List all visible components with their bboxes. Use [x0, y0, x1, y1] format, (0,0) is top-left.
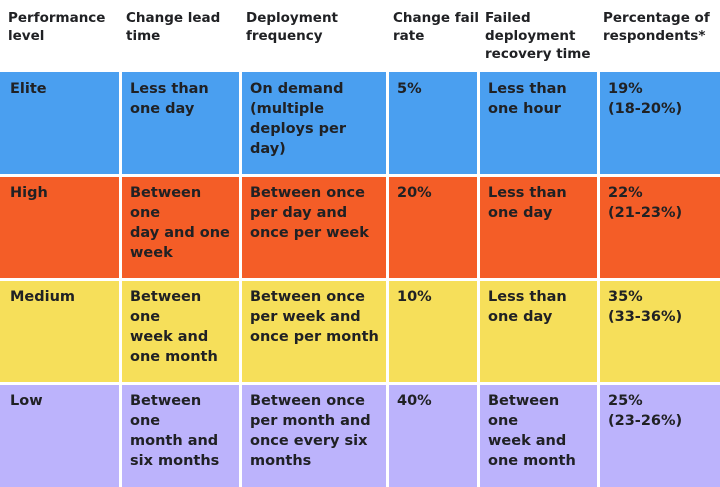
table-header-row: Performance level Change lead time Deplo…: [0, 0, 720, 72]
cell-frequency: Between once per month and once every si…: [250, 393, 371, 469]
cell-fail-rate: 40%: [397, 393, 432, 409]
cell-level: Medium: [10, 289, 76, 305]
cell-lead-time: Less than one day: [130, 81, 209, 117]
cell-percentage: 25% (23-26%): [608, 393, 683, 429]
row-divider: [0, 174, 720, 177]
table-row-high: High Between one day and one week Betwee…: [0, 176, 720, 279]
header-change-fail-rate: Change fail rate: [393, 10, 479, 44]
cell-percentage: 35% (33-36%): [608, 289, 683, 325]
cell-lead-time: Between one day and one week: [130, 185, 230, 261]
cell-recovery-time: Less than one day: [488, 185, 567, 221]
table-row-low: Low Between one month and six months Bet…: [0, 384, 720, 487]
header-failed-deployment-recovery-time: Failed deployment recovery time: [485, 10, 591, 62]
cell-recovery-time: Less than one hour: [488, 81, 567, 117]
cell-fail-rate: 10%: [397, 289, 432, 305]
table-row-elite: Elite Less than one day On demand (multi…: [0, 72, 720, 175]
header-change-lead-time: Change lead time: [126, 10, 221, 44]
cell-percentage: 19% (18-20%): [608, 81, 683, 117]
cell-fail-rate: 5%: [397, 81, 422, 97]
cell-percentage: 22% (21-23%): [608, 185, 683, 221]
cell-recovery-time: Less than one day: [488, 289, 567, 325]
row-divider: [0, 278, 720, 281]
cell-frequency: Between once per week and once per month: [250, 289, 379, 345]
cell-level: Low: [10, 393, 43, 409]
cell-level: High: [10, 185, 48, 201]
table-row-medium: Medium Between one week and one month Be…: [0, 280, 720, 383]
row-divider: [0, 382, 720, 385]
cell-fail-rate: 20%: [397, 185, 432, 201]
cell-frequency: On demand (multiple deploys per day): [250, 81, 347, 157]
cell-lead-time: Between one month and six months: [130, 393, 220, 469]
header-deployment-frequency: Deployment frequency: [246, 10, 339, 44]
header-performance-level: Performance level: [8, 10, 106, 44]
header-percentage-of-respondents: Percentage of respondents*: [603, 10, 710, 44]
cell-frequency: Between once per day and once per week: [250, 185, 369, 241]
cell-lead-time: Between one week and one month: [130, 289, 218, 365]
cell-recovery-time: Between one week and one month: [488, 393, 576, 469]
cell-level: Elite: [10, 81, 47, 97]
